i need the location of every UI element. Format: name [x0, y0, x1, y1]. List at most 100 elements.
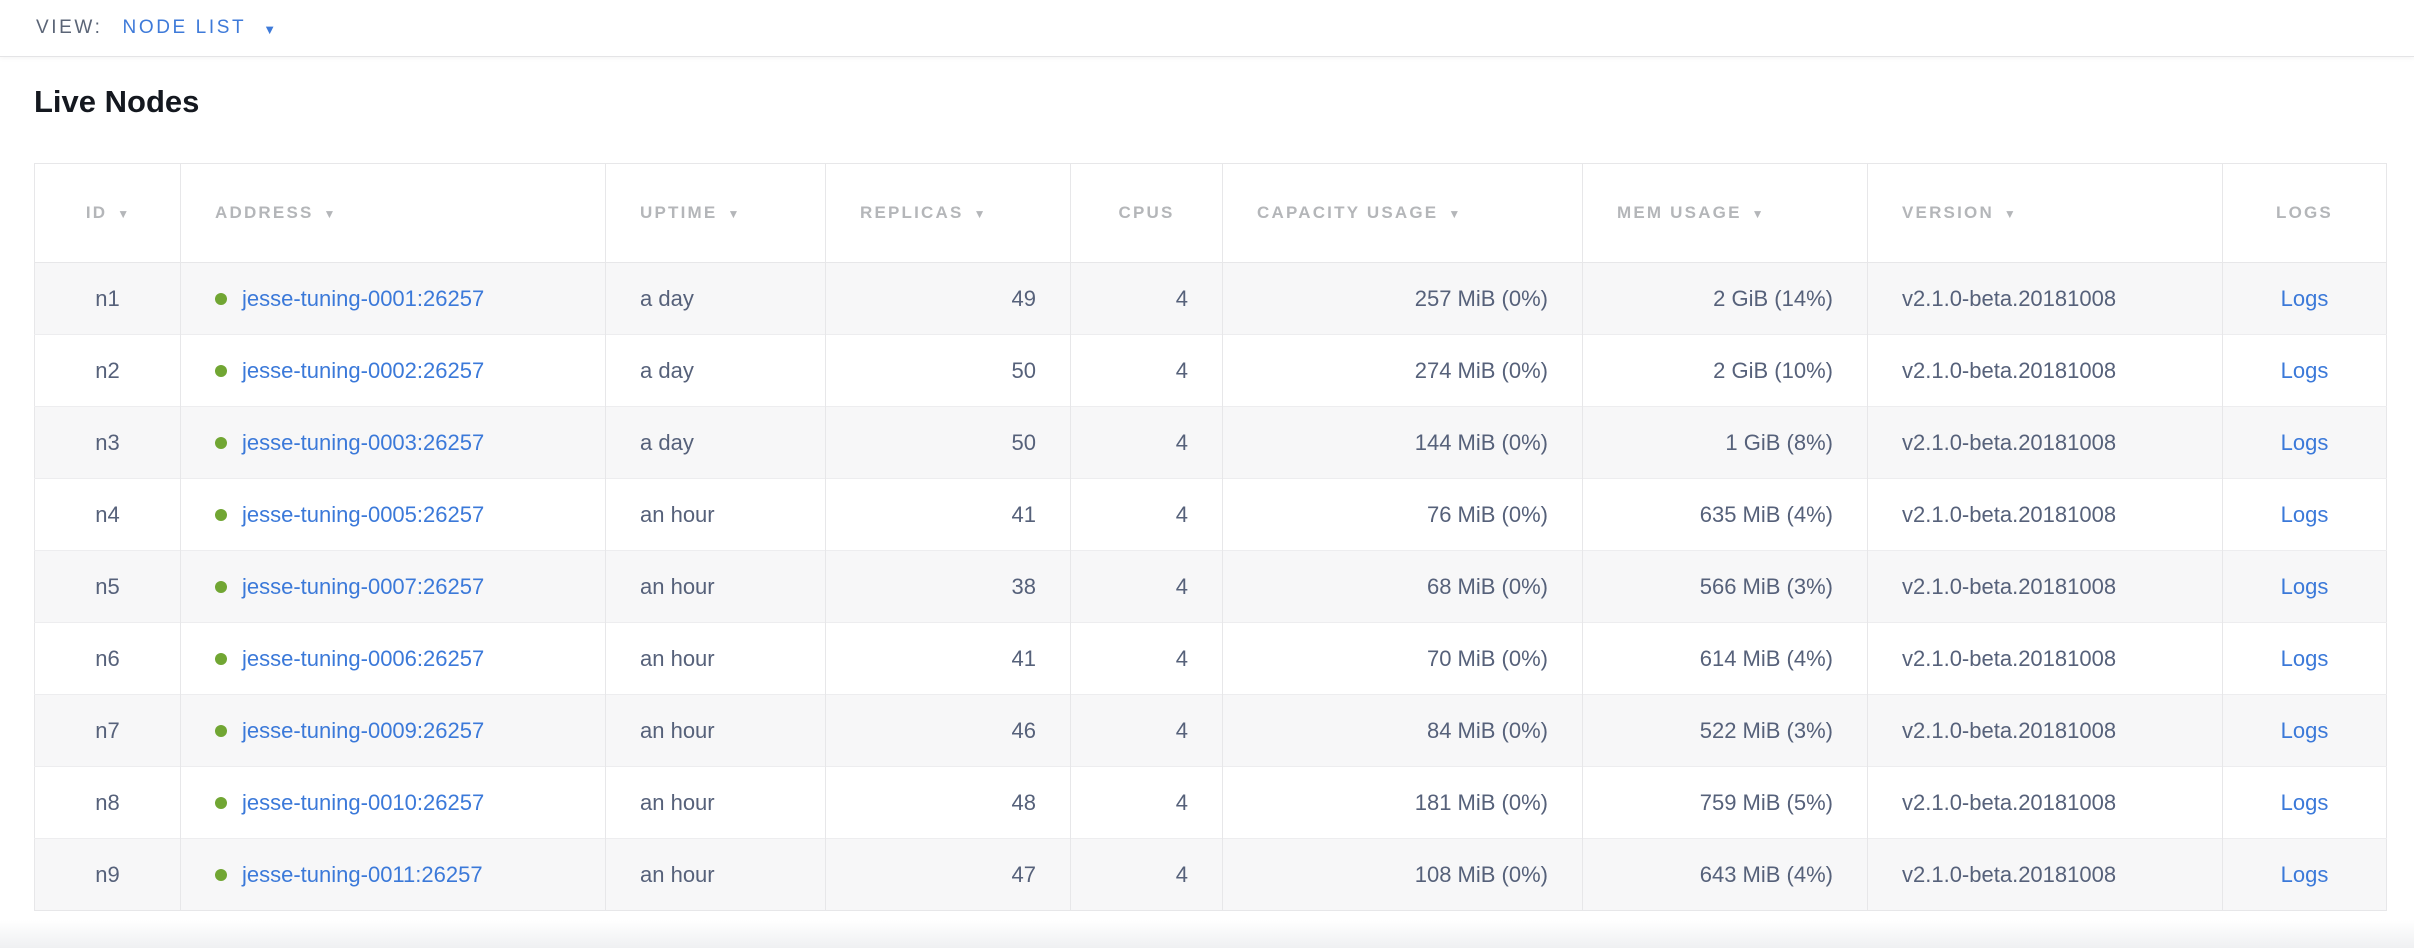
cell-value: 41 [1011, 501, 1036, 527]
logs-link[interactable]: Logs [2280, 645, 2329, 671]
cell-value: 38 [1011, 573, 1036, 599]
address-link[interactable]: jesse-tuning-0010:26257 [242, 789, 485, 815]
cell-value: 68 MiB (0%) [1426, 573, 1548, 599]
cell-value: 4 [1175, 645, 1188, 671]
column-header-capacity_usage[interactable]: CAPACITY USAGE ▼ [1222, 163, 1583, 263]
column-header-mem_usage[interactable]: MEM USAGE ▼ [1582, 163, 1868, 263]
cell-value: an hour [640, 861, 715, 887]
cell-value: 4 [1175, 501, 1188, 527]
cell-value: 635 MiB (4%) [1699, 501, 1833, 527]
cell-mem_usage: 2 GiB (10%) [1582, 334, 1868, 407]
sort-desc-icon: ▼ [1448, 207, 1461, 221]
cell-value: n7 [95, 717, 120, 743]
cell-value: 614 MiB (4%) [1699, 645, 1833, 671]
address-link[interactable]: jesse-tuning-0006:26257 [242, 645, 485, 671]
cell-value: a day [640, 285, 694, 311]
cell-logs: Logs [2222, 766, 2387, 839]
cell-logs: Logs [2222, 262, 2387, 335]
cell-value: 4 [1175, 429, 1188, 455]
cell-value: 566 MiB (3%) [1699, 573, 1833, 599]
cell-value: 50 [1011, 357, 1036, 383]
cell-replicas: 38 [825, 550, 1071, 623]
cell-uptime: an hour [605, 622, 826, 695]
cell-value: an hour [640, 573, 715, 599]
table-row: n6 jesse-tuning-0006:26257 an hour 41 4 70 Mi… [34, 622, 2387, 695]
live-status-icon [215, 652, 227, 665]
cell-value: 643 MiB (4%) [1699, 861, 1833, 887]
cell-value: v2.1.0-beta.20181008 [1902, 645, 2117, 671]
cell-cpus: 4 [1070, 766, 1223, 839]
cell-id: n6 [35, 623, 181, 695]
address-link[interactable]: jesse-tuning-0011:26257 [242, 861, 483, 887]
cell-value: 759 MiB (5%) [1699, 789, 1833, 815]
sort-desc-icon: ▼ [117, 207, 130, 221]
address-link[interactable]: jesse-tuning-0007:26257 [242, 573, 485, 599]
address-link[interactable]: jesse-tuning-0003:26257 [242, 429, 485, 455]
cell-address: jesse-tuning-0001:26257 [180, 262, 606, 335]
column-header-label: UPTIME [640, 203, 718, 222]
cell-value: n6 [95, 645, 120, 671]
column-header-label: MEM USAGE [1617, 203, 1742, 222]
cell-value: n4 [95, 501, 120, 527]
logs-link[interactable]: Logs [2280, 861, 2329, 887]
logs-link[interactable]: Logs [2280, 429, 2329, 455]
cell-id: n1 [35, 263, 181, 335]
live-status-icon [215, 868, 227, 881]
cell-uptime: a day [605, 262, 826, 335]
column-header-uptime[interactable]: UPTIME ▼ [605, 163, 826, 263]
logs-link[interactable]: Logs [2280, 285, 2329, 311]
cell-value: v2.1.0-beta.20181008 [1902, 285, 2117, 311]
cell-value: v2.1.0-beta.20181008 [1902, 789, 2117, 815]
cell-cpus: 4 [1070, 262, 1223, 335]
cell-version: v2.1.0-beta.20181008 [1867, 478, 2223, 551]
cell-id: n8 [35, 767, 181, 839]
sort-desc-icon: ▼ [1751, 207, 1764, 221]
cell-uptime: an hour [605, 550, 826, 623]
view-dropdown[interactable]: NODE LIST ▼ [123, 17, 279, 39]
logs-link[interactable]: Logs [2280, 573, 2329, 599]
cell-uptime: a day [605, 406, 826, 479]
logs-link[interactable]: Logs [2280, 501, 2329, 527]
cell-value: an hour [640, 501, 715, 527]
cell-logs: Logs [2222, 478, 2387, 551]
cell-capacity_usage: 68 MiB (0%) [1222, 550, 1583, 623]
column-header-label: LOGS [2276, 203, 2333, 222]
logs-link[interactable]: Logs [2280, 357, 2329, 383]
cell-value: 181 MiB (0%) [1414, 789, 1548, 815]
column-header-version[interactable]: VERSION ▼ [1867, 163, 2223, 263]
logs-link[interactable]: Logs [2280, 717, 2329, 743]
address-link[interactable]: jesse-tuning-0005:26257 [242, 501, 485, 527]
column-header-address[interactable]: ADDRESS ▼ [180, 163, 606, 263]
cell-id: n4 [35, 479, 181, 551]
cell-uptime: an hour [605, 838, 826, 911]
cell-logs: Logs [2222, 334, 2387, 407]
cell-value: 257 MiB (0%) [1414, 285, 1548, 311]
cell-uptime: an hour [605, 478, 826, 551]
address-link[interactable]: jesse-tuning-0009:26257 [242, 717, 485, 743]
column-header-id[interactable]: ID ▼ [34, 163, 181, 263]
cell-capacity_usage: 84 MiB (0%) [1222, 694, 1583, 767]
cell-value: v2.1.0-beta.20181008 [1902, 573, 2117, 599]
table-header-row: ID ▼ ADDRESS ▼ UPTIME ▼ REPLICAS ▼ CPUS CAPACITY … [34, 163, 2387, 263]
cell-replicas: 41 [825, 478, 1071, 551]
address-link[interactable]: jesse-tuning-0001:26257 [242, 285, 485, 311]
logs-link[interactable]: Logs [2280, 789, 2329, 815]
table-header: ID ▼ ADDRESS ▼ UPTIME ▼ REPLICAS ▼ CPUS CAPACITY … [34, 163, 2387, 263]
cell-address: jesse-tuning-0003:26257 [180, 406, 606, 479]
cell-value: 2 GiB (14%) [1713, 285, 1833, 311]
column-header-label: REPLICAS [860, 203, 964, 222]
cell-version: v2.1.0-beta.20181008 [1867, 838, 2223, 911]
cell-value: 274 MiB (0%) [1414, 357, 1548, 383]
cell-version: v2.1.0-beta.20181008 [1867, 622, 2223, 695]
cell-replicas: 41 [825, 622, 1071, 695]
cell-mem_usage: 1 GiB (8%) [1582, 406, 1868, 479]
address-link[interactable]: jesse-tuning-0002:26257 [242, 357, 485, 383]
cell-value: a day [640, 357, 694, 383]
cell-address: jesse-tuning-0007:26257 [180, 550, 606, 623]
cell-value: 46 [1011, 717, 1036, 743]
cell-address: jesse-tuning-0011:26257 [180, 838, 606, 911]
cell-value: 41 [1011, 645, 1036, 671]
cell-value: 70 MiB (0%) [1426, 645, 1548, 671]
column-header-replicas[interactable]: REPLICAS ▼ [825, 163, 1071, 263]
cell-value: n1 [95, 285, 120, 311]
